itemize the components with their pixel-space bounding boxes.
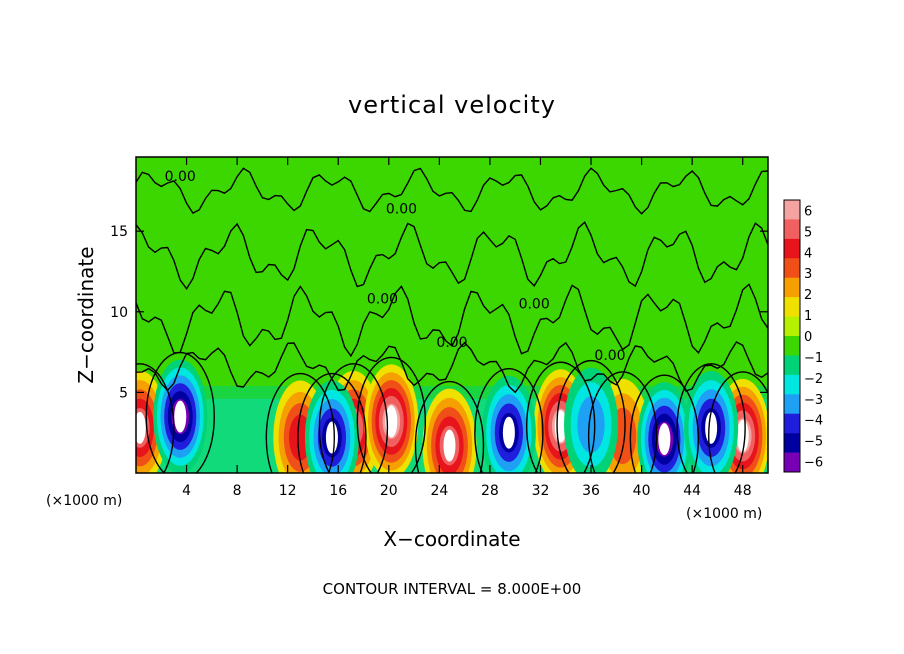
colorbar-segment <box>784 413 800 434</box>
x-tick-label: 4 <box>182 483 191 499</box>
zero-contour-line <box>136 341 768 394</box>
colorbar: 6 5 4 3 2 1 0 −1 −2 −3 −4 −5 −6 <box>783 199 823 473</box>
x-tick-label: 12 <box>279 483 297 499</box>
colorbar-tick-label: −4 <box>804 414 823 429</box>
contour-label: 0.00 <box>165 169 196 185</box>
zero-contours <box>136 167 768 473</box>
y-tick-label: 5 <box>119 385 128 401</box>
downdraft-core-level <box>577 396 605 453</box>
colorbar-segment <box>784 200 800 220</box>
contour-label: 0.00 <box>386 201 417 217</box>
updraft-core-center <box>443 429 456 462</box>
x-axis-label: X−coordinate <box>383 527 520 551</box>
x-tick-label: 28 <box>481 483 499 499</box>
core-contour <box>587 371 658 473</box>
downdraft-core-center <box>174 400 187 433</box>
core-contour <box>145 351 215 473</box>
downdraft-core-center <box>658 423 671 456</box>
updraft-core-center <box>136 411 146 444</box>
x-unit-right: (×1000 m) <box>686 506 762 522</box>
colorbar-segment <box>784 316 800 337</box>
core-contour <box>629 374 700 473</box>
core-contour <box>297 372 367 473</box>
x-unit-left: (×1000 m) <box>46 493 122 509</box>
colorbar-segment <box>784 452 800 473</box>
colorbar-segment <box>784 394 800 415</box>
colorbar-segment <box>784 219 800 240</box>
contour-label: 0.00 <box>367 292 398 308</box>
colorbar-tick-label: 1 <box>804 309 812 324</box>
core-contour <box>136 363 175 473</box>
x-tick-label: 24 <box>430 483 448 499</box>
contour-label: 0.00 <box>519 297 550 313</box>
contour-labels: 0.00 0.00 0.00 0.00 0.00 0.00 <box>165 169 626 364</box>
y-tick-label: 15 <box>110 224 128 240</box>
colorbar-tick-label: 2 <box>804 288 812 303</box>
colorbar-tick-label: 3 <box>804 267 812 282</box>
core-contour <box>676 363 746 473</box>
colorbar-tick-label: −1 <box>804 351 823 366</box>
x-tick-label: 32 <box>532 483 550 499</box>
y-axis-label: Z−coordinate <box>74 246 98 383</box>
x-tick-label: 40 <box>633 483 651 499</box>
colorbar-tick-label: −6 <box>804 456 823 471</box>
core-contour <box>265 372 336 473</box>
core-contour <box>474 368 544 473</box>
colorbar-segment <box>784 297 800 317</box>
x-tick-label: 20 <box>380 483 398 499</box>
x-axis: 4 8 12 16 20 24 28 32 36 40 44 48 <box>182 157 752 499</box>
contour-label: 0.00 <box>594 348 625 364</box>
updraft-core-center <box>736 419 749 452</box>
downdraft-core-center <box>705 411 718 444</box>
colorbar-segment <box>784 258 800 279</box>
x-tick-label: 48 <box>734 483 752 499</box>
contour-interval-note: CONTOUR INTERVAL = 8.000E+00 <box>323 580 582 598</box>
core-contour <box>318 363 389 473</box>
colorbar-segment <box>784 374 800 395</box>
colorbar-tick-label: 0 <box>804 330 812 345</box>
colorbar-tick-label: −2 <box>804 372 823 387</box>
colorbar-segment <box>784 336 800 356</box>
y-axis: 5 10 15 <box>110 224 768 401</box>
x-tick-label: 44 <box>683 483 701 499</box>
x-tick-label: 16 <box>329 483 347 499</box>
colorbar-tick-label: −3 <box>804 393 823 408</box>
core-contour <box>556 359 626 473</box>
colorbar-tick-label: 4 <box>804 246 812 261</box>
downdraft-core-center <box>502 416 515 449</box>
updraft-core-center <box>385 405 398 438</box>
core-contour <box>414 380 485 473</box>
colorbar-frame <box>783 199 801 473</box>
y-tick-label: 10 <box>110 305 128 321</box>
colorbar-segment <box>784 238 800 259</box>
core-contour <box>526 361 596 473</box>
colorbar-tick-label: 6 <box>804 204 812 219</box>
colorbar-tick-label: −5 <box>804 435 823 450</box>
downdraft-core-center <box>325 421 338 454</box>
core-contour <box>708 371 768 473</box>
zero-contour-line <box>136 283 768 358</box>
core-contour <box>356 356 427 473</box>
colorbar-segment <box>784 277 800 298</box>
x-tick-label: 36 <box>582 483 600 499</box>
colorbar-tick-label: 5 <box>804 225 812 240</box>
zero-contour-line <box>136 221 768 291</box>
contour-label: 0.00 <box>436 335 467 351</box>
chart-title: vertical velocity <box>348 91 556 119</box>
colorbar-segment <box>784 355 800 376</box>
zero-contour-line <box>136 167 768 215</box>
colorbar-segment <box>784 433 800 453</box>
x-tick-label: 8 <box>233 483 242 499</box>
plot-frame <box>135 156 769 474</box>
